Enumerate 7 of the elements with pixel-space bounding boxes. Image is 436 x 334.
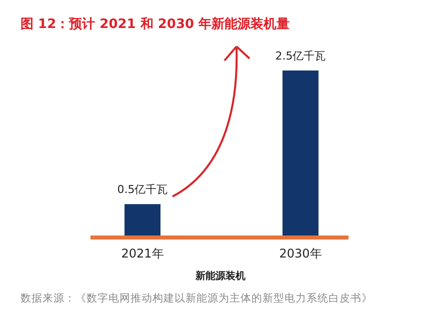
text: 图 12：预计 2021 和 2030 年新能源装机量	[20, 16, 290, 32]
x-tick-label: 2030年	[279, 246, 322, 260]
x-axis-title: 新能源装机	[194, 270, 246, 282]
annotation: 数据来源：《数字电网推动构建以新能源为主体的新型电力系统白皮书》	[20, 292, 372, 304]
data-label: 2.5亿千瓦	[275, 50, 326, 62]
data-label: 0.5亿千瓦	[117, 183, 168, 196]
x-tick-label: 2021年	[121, 246, 164, 260]
